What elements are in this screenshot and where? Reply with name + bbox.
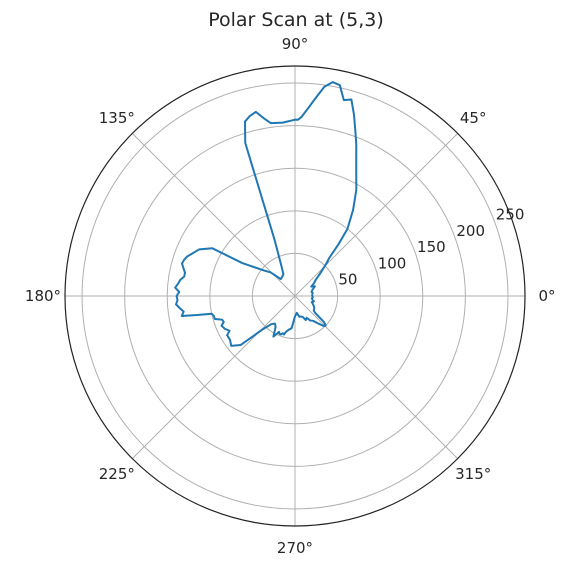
theta-tick-label: 180°	[25, 287, 61, 305]
polar-grid	[65, 66, 525, 526]
r-tick-label: 200	[456, 222, 485, 240]
chart-title: Polar Scan at (5,3)	[208, 9, 384, 31]
r-tick-label: 150	[417, 238, 446, 256]
theta-tick-label: 45°	[460, 109, 487, 127]
series-line	[174, 81, 358, 347]
tick-labels: 50 100 150 200 250 0° 45° 90° 135° 180° 225° 270° 31…	[25, 35, 556, 557]
theta-tick-label: 315°	[455, 465, 491, 483]
data-series	[174, 81, 358, 347]
theta-grid-line-225	[132, 295, 296, 459]
outer-frame-circle	[64, 65, 526, 527]
theta-tick-label: 270°	[277, 539, 313, 557]
theta-tick-label: 135°	[99, 109, 135, 127]
r-tick-label: 250	[496, 206, 525, 224]
polar-frame	[64, 65, 526, 527]
r-tick-label: 100	[378, 254, 407, 272]
theta-tick-label: 225°	[99, 465, 135, 483]
theta-grid-line-135	[132, 133, 296, 297]
r-tick-label: 50	[338, 271, 357, 289]
theta-grid-line-315	[294, 295, 458, 459]
theta-tick-label: 0°	[538, 287, 555, 305]
theta-tick-label: 90°	[282, 35, 309, 53]
